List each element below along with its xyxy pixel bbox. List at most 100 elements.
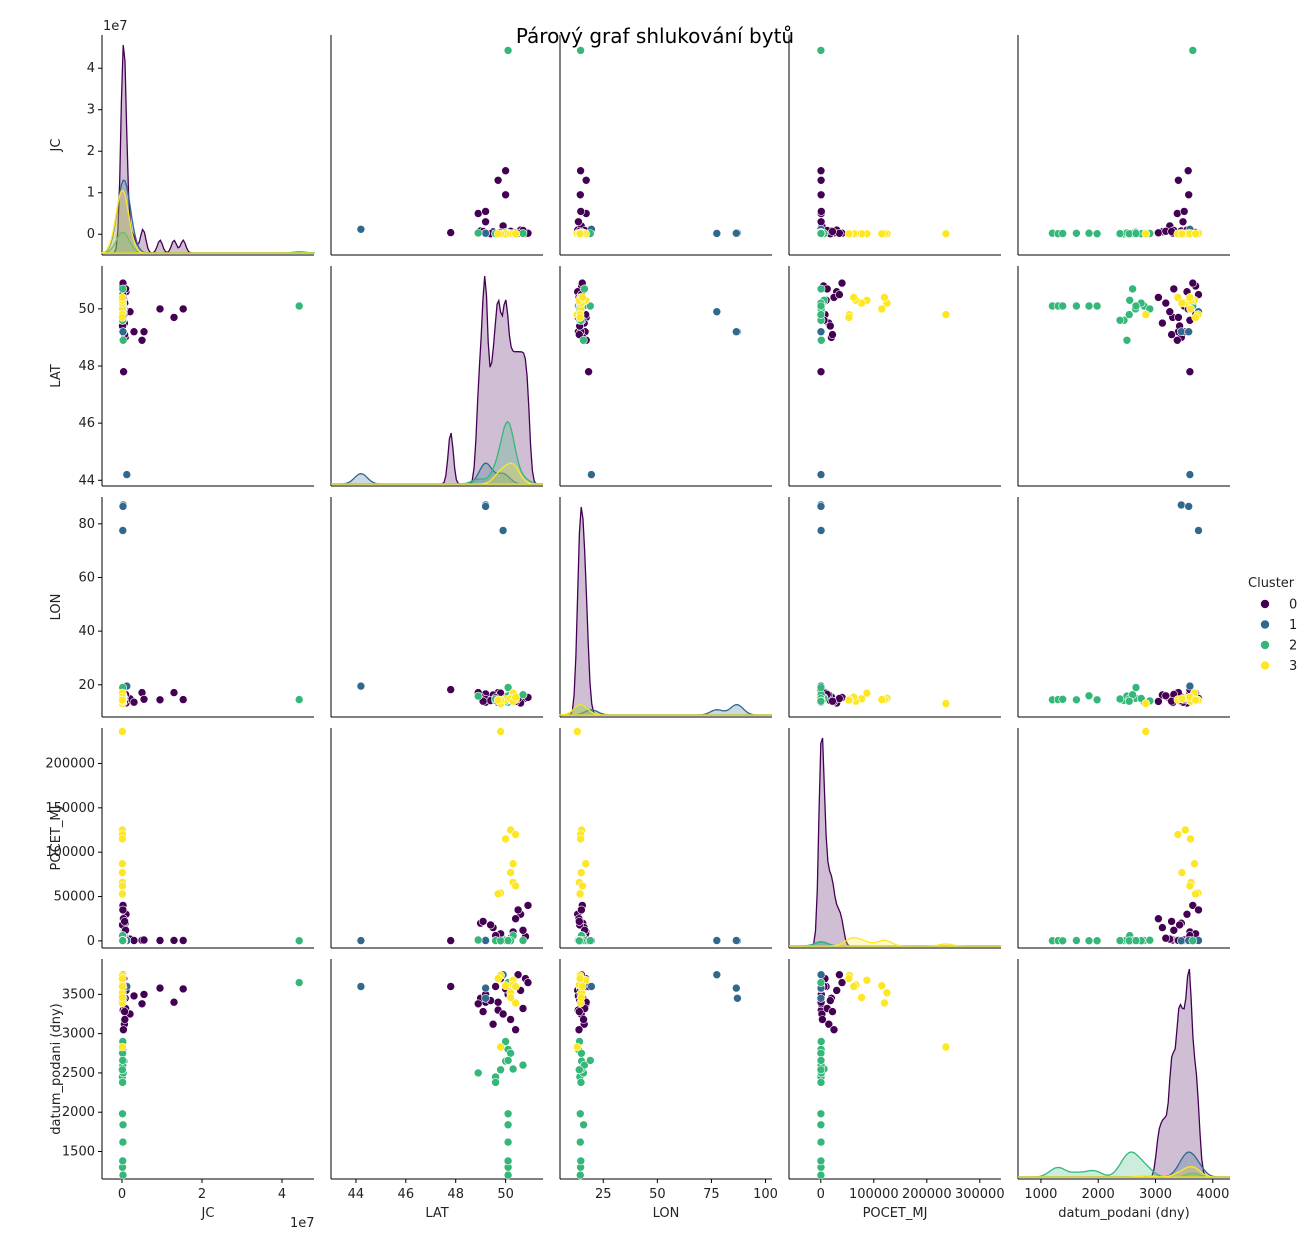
legend-label-0: 0 — [1289, 598, 1297, 613]
x-tick-label: 48 — [447, 1187, 464, 1202]
point-cluster-2-16 — [496, 1065, 505, 1075]
point-cluster-0-14 — [446, 685, 456, 694]
point-cluster-0-13 — [501, 166, 510, 175]
point-cluster-2-15 — [816, 1037, 826, 1046]
point-cluster-1-2 — [733, 993, 742, 1003]
point-cluster-1-3 — [731, 983, 741, 993]
point-cluster-0-17 — [1154, 228, 1163, 238]
point-cluster-3-9 — [493, 229, 503, 239]
point-cluster-0-13 — [178, 984, 188, 994]
point-cluster-3-7 — [1185, 881, 1195, 891]
point-cluster-2-17 — [585, 936, 595, 945]
point-cluster-0-17 — [1154, 293, 1163, 302]
point-cluster-1-3 — [731, 228, 741, 238]
point-cluster-0-22 — [491, 982, 500, 991]
y-tick-label: 44 — [78, 473, 95, 488]
point-cluster-2-16 — [816, 696, 826, 706]
point-cluster-0-14 — [1185, 367, 1195, 377]
point-cluster-2-9 — [1072, 695, 1081, 705]
point-cluster-2-16 — [816, 310, 826, 319]
point-cluster-3-3 — [877, 229, 887, 239]
point-cluster-0-8 — [129, 327, 139, 337]
point-cluster-3-7 — [849, 982, 859, 991]
density-cluster-2 — [1018, 1151, 1230, 1178]
panel-4-1: 44 46 48 50 LAT — [330, 959, 543, 1221]
point-cluster-3-9 — [493, 695, 503, 705]
point-cluster-0-13 — [178, 695, 188, 704]
point-cluster-3-7 — [1185, 293, 1195, 302]
point-cluster-0-24 — [120, 1007, 129, 1016]
point-cluster-2-10 — [118, 1120, 128, 1130]
point-cluster-2-8 — [118, 1156, 127, 1166]
point-cluster-3-9 — [493, 974, 503, 983]
point-cluster-3-9 — [118, 889, 127, 899]
point-cluster-0-12 — [1174, 176, 1183, 185]
point-cluster-0-17 — [574, 1025, 584, 1034]
panel-0-3 — [788, 35, 1001, 256]
point-cluster-0-8 — [574, 217, 583, 227]
point-cluster-1-1 — [712, 970, 722, 980]
x-tick-label: 100 — [753, 1187, 778, 1202]
point-cluster-0-19 — [1161, 933, 1171, 943]
y-tick-label: 1500 — [62, 1145, 95, 1160]
point-cluster-3-2 — [511, 998, 520, 1008]
point-cluster-2-8 — [1058, 229, 1067, 238]
point-cluster-0-11 — [155, 304, 165, 314]
point-cluster-2-9 — [1072, 229, 1081, 238]
panel-0-2 — [559, 35, 772, 256]
point-cluster-0-14 — [584, 367, 593, 377]
y-tick-label: 50000 — [54, 890, 95, 905]
point-cluster-0-11 — [501, 190, 510, 200]
point-cluster-0-12 — [581, 176, 591, 185]
point-cluster-0-11 — [155, 695, 165, 705]
panel-0-1 — [330, 35, 543, 256]
point-cluster-0-10 — [139, 327, 149, 337]
point-cluster-3-4 — [862, 975, 872, 985]
y-tick-label: 150000 — [45, 801, 95, 816]
point-cluster-1-0 — [587, 982, 596, 991]
point-cluster-3-7 — [118, 982, 127, 991]
point-cluster-2-4 — [579, 335, 588, 345]
point-cluster-0-13 — [178, 304, 188, 314]
point-cluster-2-10 — [1084, 228, 1094, 238]
point-cluster-3-9 — [844, 695, 854, 705]
point-cluster-2-4 — [816, 335, 826, 345]
point-cluster-2-13 — [518, 936, 528, 945]
point-cluster-2-5 — [1125, 295, 1134, 305]
point-cluster-3-5 — [857, 993, 866, 1002]
y-tick-label: 0 — [87, 227, 95, 242]
point-cluster-0-9 — [473, 999, 483, 1009]
point-cluster-2-10 — [1084, 691, 1094, 701]
x-axis-label: JC — [201, 1206, 215, 1221]
point-cluster-1-1 — [712, 307, 722, 317]
point-cluster-0-23 — [513, 970, 523, 980]
x-tick-label: 50 — [649, 1187, 666, 1202]
panel-3-2 — [559, 727, 772, 949]
point-cluster-2-9 — [575, 1137, 585, 1147]
legend-label-1: 1 — [1289, 618, 1297, 633]
point-cluster-3-5 — [506, 868, 515, 877]
point-cluster-1-3 — [731, 327, 741, 337]
point-cluster-0-6 — [1182, 909, 1192, 919]
point-cluster-0-21 — [1169, 284, 1179, 294]
point-cluster-0-15 — [1188, 901, 1198, 910]
point-cluster-3-9 — [1191, 229, 1200, 239]
point-cluster-2-11 — [1092, 301, 1102, 311]
point-cluster-2-9 — [118, 1137, 128, 1147]
point-cluster-1-3 — [481, 502, 490, 511]
point-cluster-3-9 — [844, 313, 854, 322]
point-cluster-3-7 — [511, 982, 520, 991]
panel-2-2 — [559, 497, 772, 718]
point-cluster-3-4 — [118, 859, 127, 869]
point-cluster-2-9 — [503, 1137, 513, 1147]
y-axis-label: POCET_MJ — [49, 806, 64, 871]
point-cluster-0-8 — [816, 217, 826, 227]
panel-1-0: 44 46 48 50 LAT — [49, 266, 314, 488]
point-cluster-2-8 — [1058, 694, 1067, 704]
point-cluster-3-9 — [118, 974, 127, 983]
point-cluster-3-9 — [1191, 695, 1200, 705]
point-cluster-3-9 — [575, 974, 585, 983]
point-cluster-3-2 — [880, 998, 889, 1008]
point-cluster-0-10 — [576, 207, 586, 216]
point-cluster-3-9 — [575, 229, 585, 239]
